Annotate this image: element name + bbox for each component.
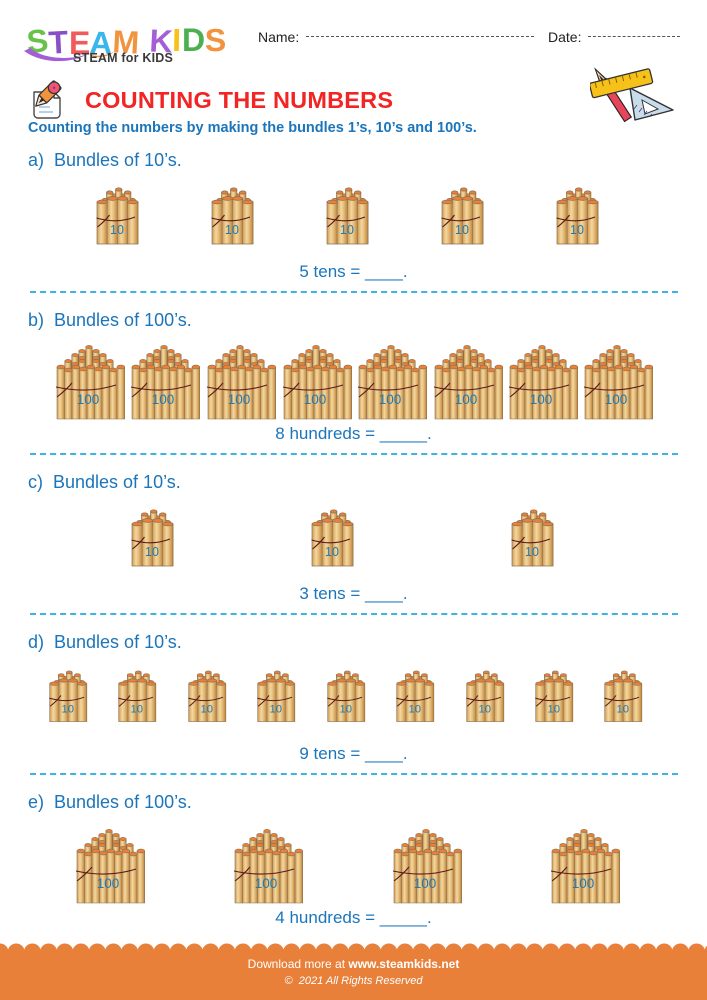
- svg-text:100: 100: [304, 392, 327, 407]
- svg-text:100: 100: [530, 392, 553, 407]
- svg-text:S: S: [204, 22, 226, 58]
- svg-text:10: 10: [225, 223, 239, 237]
- svg-text:100: 100: [455, 392, 478, 407]
- svg-text:10: 10: [617, 704, 630, 716]
- svg-text:10: 10: [409, 704, 422, 716]
- svg-text:10: 10: [479, 704, 492, 716]
- svg-text:10: 10: [270, 704, 283, 716]
- svg-text:10: 10: [340, 704, 353, 716]
- svg-text:I: I: [172, 22, 182, 58]
- svg-text:100: 100: [77, 392, 100, 407]
- svg-text:10: 10: [201, 704, 214, 716]
- svg-text:100: 100: [605, 392, 628, 407]
- svg-text:10: 10: [455, 223, 469, 237]
- svg-text:10: 10: [340, 223, 354, 237]
- svg-text:10: 10: [548, 704, 561, 716]
- svg-text:100: 100: [379, 392, 402, 407]
- svg-text:100: 100: [152, 392, 175, 407]
- svg-text:10: 10: [62, 704, 75, 716]
- svg-text:10: 10: [110, 223, 124, 237]
- svg-text:10: 10: [570, 223, 584, 237]
- svg-text:10: 10: [131, 704, 144, 716]
- svg-text:D: D: [182, 22, 205, 58]
- svg-text:100: 100: [255, 876, 278, 891]
- svg-text:100: 100: [228, 392, 251, 407]
- svg-text:100: 100: [572, 876, 595, 891]
- svg-text:100: 100: [414, 876, 437, 891]
- svg-text:10: 10: [525, 545, 539, 559]
- svg-text:10: 10: [325, 545, 339, 559]
- svg-text:10: 10: [145, 545, 159, 559]
- svg-text:100: 100: [97, 876, 120, 891]
